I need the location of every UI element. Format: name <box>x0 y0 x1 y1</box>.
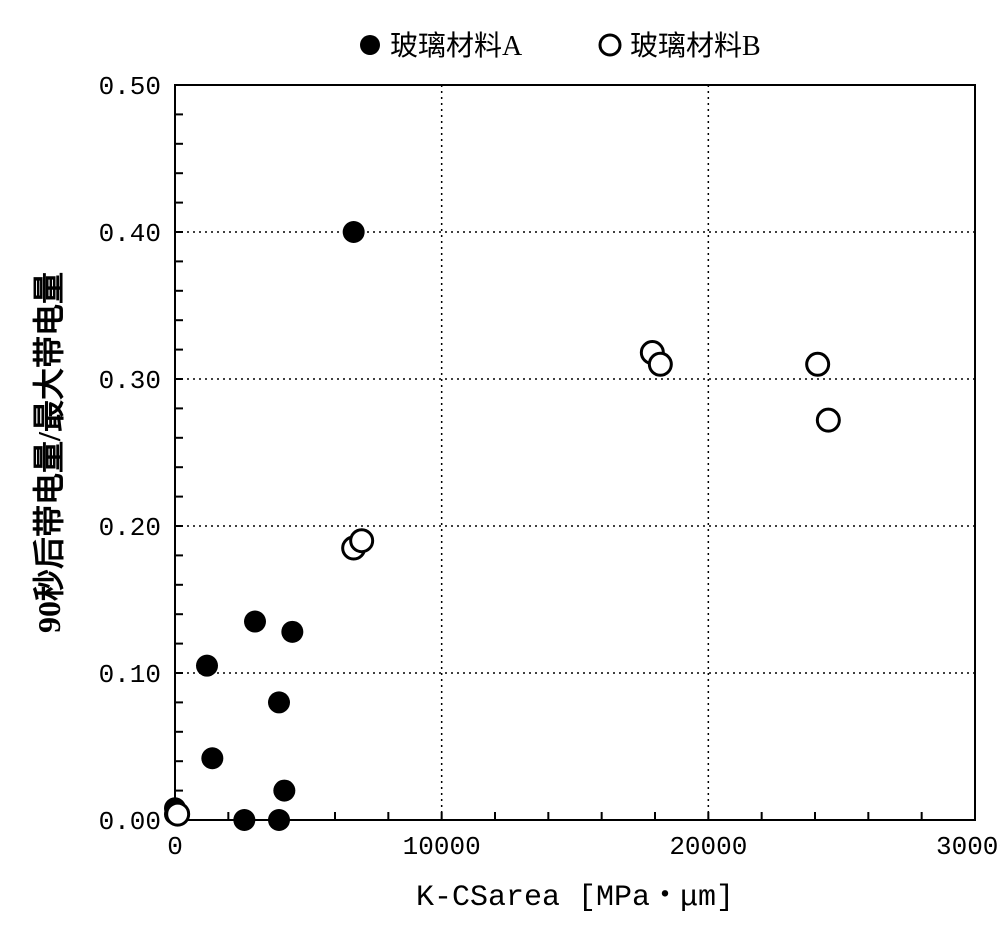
y-tick-label: 0.40 <box>99 219 161 249</box>
legend-marker-hollow <box>600 35 620 55</box>
data-point-filled <box>268 809 290 831</box>
y-axis-label: 90秒后带电量/最大带电量 <box>31 272 67 633</box>
chart-svg: 0 10000 20000 30000 0.00 0.10 0.20 0.30 0.40 0.5… <box>0 0 1000 951</box>
legend-label: 玻璃材料A <box>390 30 523 62</box>
legend-label: 玻璃材料B <box>630 30 761 62</box>
y-tick-label: 0.00 <box>99 807 161 837</box>
y-tick-label: 0.30 <box>99 366 161 396</box>
data-point-filled <box>343 221 365 243</box>
x-tick-label: 20000 <box>669 832 747 862</box>
data-point-hollow <box>167 803 189 825</box>
data-point-filled <box>268 691 290 713</box>
x-tick-label: 30000 <box>936 832 1000 862</box>
y-tick-label: 0.50 <box>99 72 161 102</box>
y-tick-label: 0.10 <box>99 660 161 690</box>
y-tick-label: 0.20 <box>99 513 161 543</box>
data-point-filled <box>281 621 303 643</box>
data-point-filled <box>244 611 266 633</box>
x-tick-label: 0 <box>167 832 183 862</box>
data-point-filled <box>201 747 223 769</box>
x-tick-label: 10000 <box>403 832 481 862</box>
data-point-hollow <box>649 353 671 375</box>
data-point-hollow <box>807 353 829 375</box>
data-point-filled <box>196 655 218 677</box>
data-point-hollow <box>817 409 839 431</box>
x-axis-label: K-CSarea [MPa・μm] <box>416 881 734 915</box>
data-point-filled <box>233 809 255 831</box>
data-point-hollow <box>351 530 373 552</box>
scatter-chart: 0 10000 20000 30000 0.00 0.10 0.20 0.30 0.40 0.5… <box>0 0 1000 951</box>
data-point-filled <box>273 780 295 802</box>
legend-marker-filled <box>360 35 380 55</box>
